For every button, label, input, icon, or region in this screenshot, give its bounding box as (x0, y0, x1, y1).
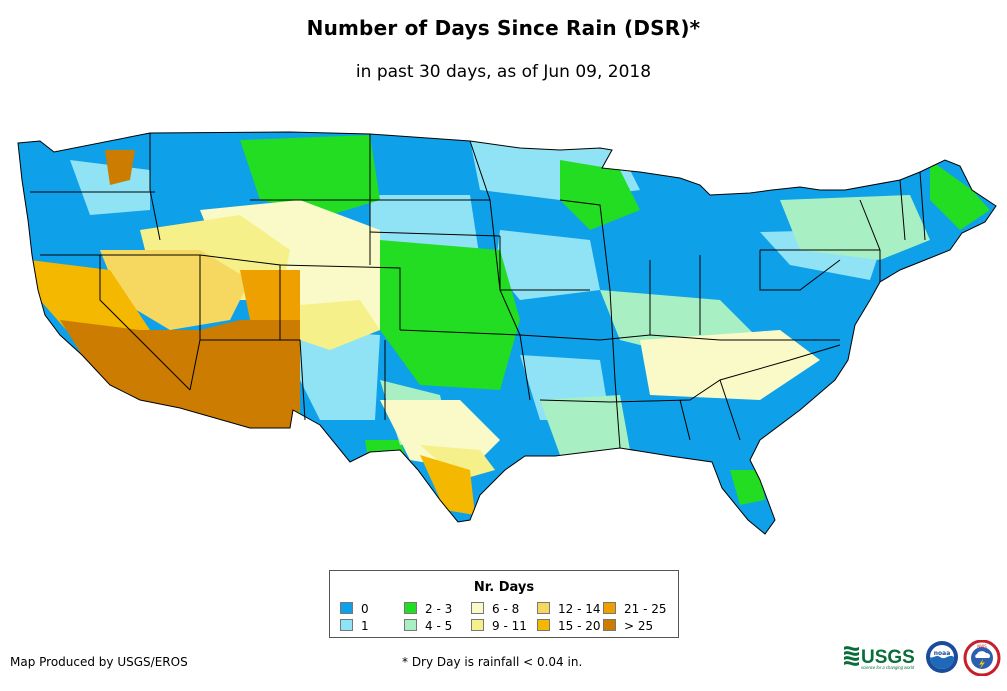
legend-item-6: 12 - 14 (537, 602, 601, 615)
nws-logo: NWS (963, 640, 1001, 676)
legend-label: 12 - 14 (558, 602, 601, 616)
legend-item-0: 0 (340, 602, 369, 615)
legend-label: 0 (361, 602, 369, 616)
legend-item-7: 15 - 20 (537, 619, 601, 632)
legend-swatch (603, 619, 616, 631)
legend-label: 9 - 11 (492, 619, 527, 633)
legend-item-3: 4 - 5 (404, 619, 452, 632)
legend-swatch (340, 602, 353, 614)
legend-label: 2 - 3 (425, 602, 453, 616)
legend-item-8: 21 - 25 (603, 602, 667, 615)
legend-swatch (537, 602, 550, 614)
legend-label: 1 (361, 619, 369, 633)
legend-label: > 25 (624, 619, 654, 633)
map-subtitle: in past 30 days, as of Jun 09, 2018 (355, 62, 652, 82)
legend-swatch (603, 602, 616, 614)
dry-day-regions (18, 132, 996, 534)
legend: Nr. Days 0 1 2 - 3 4 - 5 6 - 8 9 - 11 12… (329, 570, 679, 638)
legend-swatch (537, 619, 550, 631)
state-borders (17, 131, 997, 535)
legend-swatch (471, 619, 484, 631)
nws-logo-text: NWS (977, 644, 987, 649)
noaa-logo: noaa (926, 641, 958, 673)
legend-swatch (404, 619, 417, 631)
legend-swatch (471, 602, 484, 614)
legend-item-1: 1 (340, 619, 369, 632)
usgs-logo-tagline: science for a changing world (861, 665, 915, 670)
legend-item-2: 2 - 3 (404, 602, 452, 615)
legend-swatch (404, 602, 417, 614)
legend-item-5: 9 - 11 (471, 619, 527, 632)
usgs-logo: USGS science for a changing world (844, 646, 915, 670)
legend-label: 4 - 5 (425, 619, 453, 633)
legend-swatch (340, 619, 353, 631)
legend-item-9: > 25 (603, 619, 653, 632)
legend-label: 15 - 20 (558, 619, 601, 633)
dry-day-footnote: * Dry Day is rainfall < 0.04 in. (402, 655, 583, 669)
legend-title: Nr. Days (473, 580, 535, 595)
noaa-logo-text: noaa (934, 650, 951, 657)
legend-item-4: 6 - 8 (471, 602, 519, 615)
usgs-logo-text: USGS (861, 647, 915, 668)
map-title: Number of Days Since Rain (DSR)* (306, 16, 701, 40)
map-credit: Map Produced by USGS/EROS (10, 655, 188, 669)
legend-label: 21 - 25 (624, 602, 667, 616)
legend-label: 6 - 8 (492, 602, 520, 616)
